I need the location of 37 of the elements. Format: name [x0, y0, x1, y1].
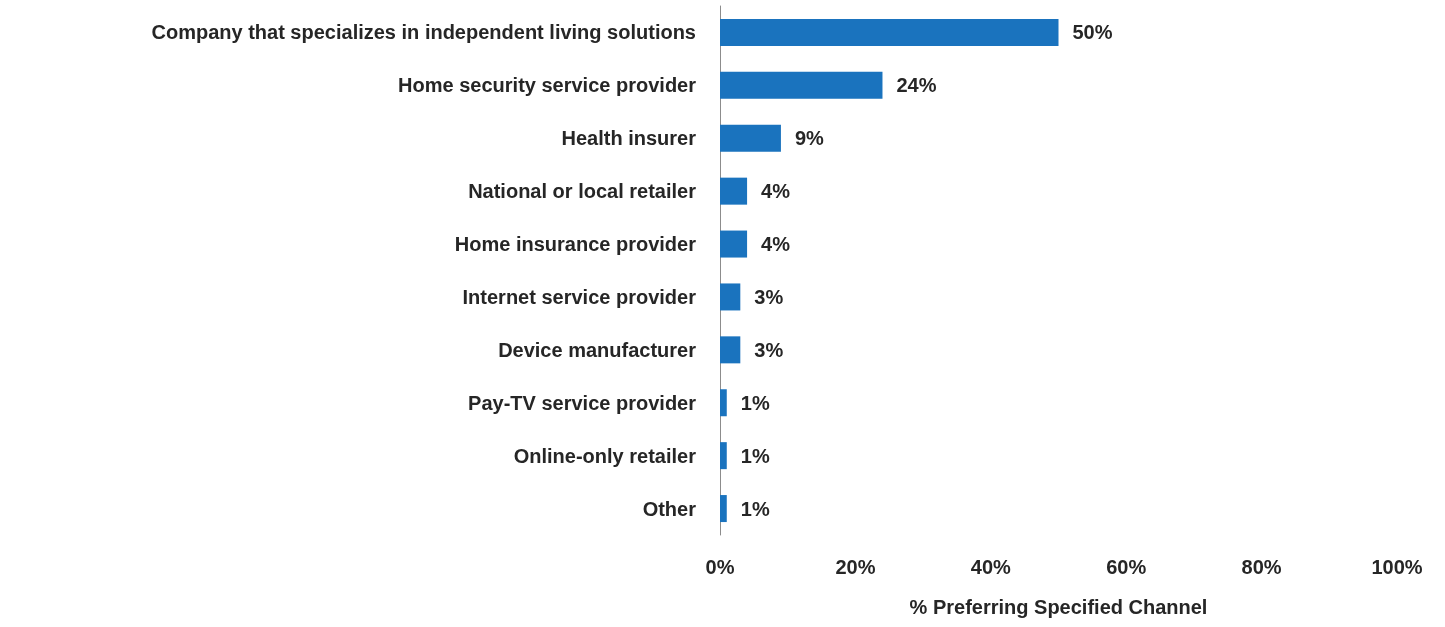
- x-tick-label: 40%: [970, 556, 1012, 578]
- data-label: 3%: [754, 338, 784, 361]
- bar: [720, 124, 781, 152]
- data-label: 4%: [761, 180, 791, 203]
- y-tick-label: Device manufacturer: [498, 338, 697, 361]
- data-label: 1%: [740, 391, 770, 414]
- bar: [720, 442, 727, 470]
- bar: [720, 495, 727, 523]
- y-tick-label: Home insurance provider: [454, 233, 697, 256]
- y-tick-label: Other: [642, 497, 697, 520]
- x-tick-label: 0%: [705, 556, 735, 578]
- x-tick-label: 80%: [1241, 556, 1282, 578]
- x-axis-title: % Preferring Specified Channel: [909, 596, 1208, 618]
- x-tick-label: 60%: [1106, 556, 1147, 578]
- y-tick-label: Online-only retailer: [513, 444, 697, 467]
- bar: [720, 177, 748, 205]
- y-tick-label: Health insurer: [561, 127, 697, 150]
- data-label: 1%: [740, 444, 770, 467]
- bar: [720, 389, 727, 417]
- bar: [720, 230, 748, 258]
- y-tick-label: Pay-TV service provider: [468, 391, 697, 414]
- bar: [720, 71, 883, 99]
- y-tick-label: Company that specializes in independent living solutions: [151, 21, 696, 44]
- y-tick-label: Home security service provider: [398, 74, 697, 97]
- data-label: 24%: [896, 74, 937, 97]
- y-tick-label: National or local retailer: [468, 180, 697, 203]
- bar: [720, 283, 741, 311]
- bar: [720, 18, 1059, 46]
- x-tick-label: 20%: [835, 556, 876, 578]
- bar: [720, 336, 741, 364]
- x-tick-label: 100%: [1371, 556, 1423, 578]
- data-label: 3%: [754, 285, 784, 308]
- data-label: 9%: [794, 127, 825, 150]
- y-tick-label: Internet service provider: [462, 285, 697, 308]
- data-label: 1%: [740, 497, 770, 520]
- data-label: 4%: [761, 233, 791, 256]
- data-label: 50%: [1072, 21, 1113, 44]
